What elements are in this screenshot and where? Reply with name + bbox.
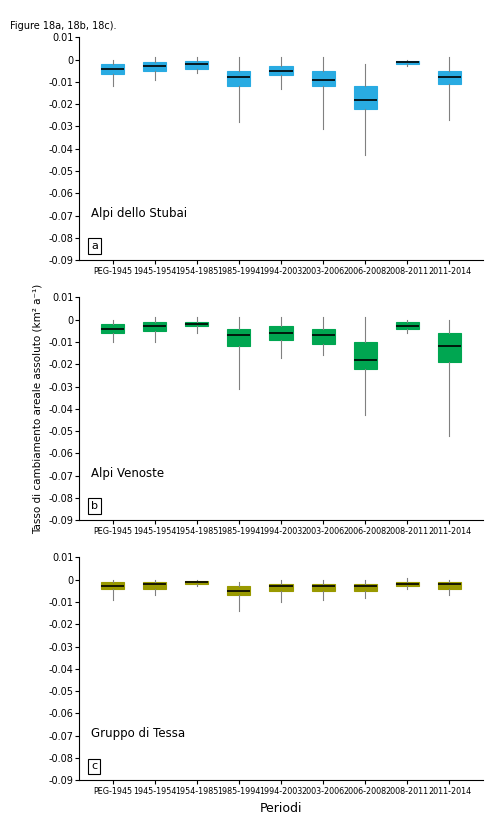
PathPatch shape [438,71,461,84]
Text: Figure 18a, 18b, 18c).: Figure 18a, 18b, 18c). [10,21,116,31]
Y-axis label: Tasso di cambiamento areale assoluto (km² a⁻¹): Tasso di cambiamento areale assoluto (km… [33,284,43,534]
PathPatch shape [353,584,377,591]
PathPatch shape [101,582,124,588]
PathPatch shape [353,342,377,369]
Text: b: b [91,501,98,511]
Text: a: a [91,242,98,251]
PathPatch shape [185,61,209,69]
PathPatch shape [396,582,419,587]
PathPatch shape [270,326,292,339]
Text: Alpi dello Stubai: Alpi dello Stubai [91,207,187,220]
X-axis label: Periodi: Periodi [260,802,302,815]
Text: Gruppo di Tessa: Gruppo di Tessa [91,727,185,740]
PathPatch shape [143,62,166,71]
PathPatch shape [353,86,377,109]
PathPatch shape [270,66,292,76]
PathPatch shape [312,329,335,344]
PathPatch shape [101,64,124,74]
PathPatch shape [101,325,124,333]
PathPatch shape [438,333,461,362]
PathPatch shape [396,322,419,329]
Text: c: c [91,761,97,771]
PathPatch shape [396,61,419,64]
PathPatch shape [227,329,250,346]
PathPatch shape [185,322,209,326]
PathPatch shape [270,584,292,591]
PathPatch shape [143,582,166,588]
PathPatch shape [185,581,209,584]
PathPatch shape [438,582,461,588]
PathPatch shape [143,322,166,331]
Text: Alpi Venoste: Alpi Venoste [91,467,164,480]
PathPatch shape [312,71,335,86]
PathPatch shape [227,71,250,86]
PathPatch shape [227,587,250,595]
PathPatch shape [312,584,335,591]
